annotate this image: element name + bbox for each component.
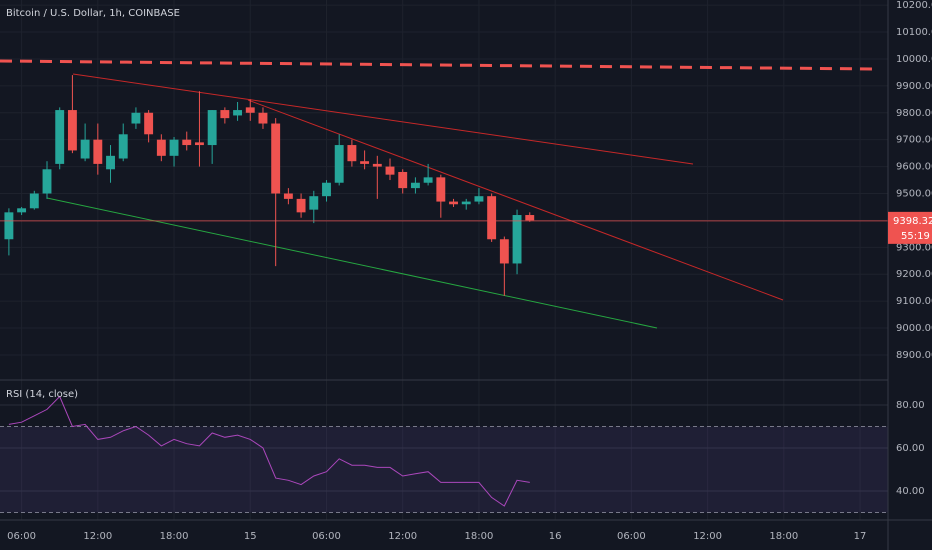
candle-body bbox=[233, 110, 243, 116]
trend-line bbox=[46, 197, 658, 329]
candle-body bbox=[67, 110, 77, 151]
candle-body bbox=[334, 145, 344, 183]
candle-body bbox=[144, 112, 154, 135]
candle-body bbox=[474, 196, 484, 202]
candle-body bbox=[118, 134, 128, 159]
y-tick-label: 9800.00 bbox=[896, 108, 932, 119]
candle-body bbox=[156, 139, 166, 156]
y-tick-label: 80.00 bbox=[896, 400, 925, 411]
rsi-line bbox=[8, 395, 530, 507]
x-tick-label: 06:00 bbox=[312, 531, 341, 542]
candle-body bbox=[271, 123, 281, 194]
candle-body bbox=[385, 166, 395, 175]
candle-body bbox=[322, 182, 331, 197]
candle-body bbox=[347, 145, 357, 162]
candle-body bbox=[131, 112, 141, 124]
candle-body bbox=[220, 110, 230, 119]
candle-body bbox=[207, 110, 217, 146]
x-tick-label: 18:00 bbox=[465, 531, 494, 542]
candle-body bbox=[258, 112, 268, 124]
y-tick-label: 9200.00 bbox=[896, 269, 932, 280]
y-tick-label: 9700.00 bbox=[896, 135, 932, 146]
y-tick-label: 60.00 bbox=[896, 443, 925, 454]
trend-line bbox=[247, 99, 784, 301]
x-tick-label: 12:00 bbox=[693, 531, 722, 542]
candle-body bbox=[42, 169, 52, 194]
countdown-label: 55:19 bbox=[901, 231, 930, 242]
y-tick-label: 10200.00 bbox=[896, 0, 932, 11]
y-tick-label: 40.00 bbox=[896, 486, 925, 497]
x-tick-label: 12:00 bbox=[388, 531, 417, 542]
candle-body bbox=[360, 161, 370, 164]
rsi-title: RSI (14, close) bbox=[6, 389, 78, 400]
y-tick-label: 10000.00 bbox=[896, 54, 932, 65]
candle-body bbox=[17, 208, 27, 213]
candle-body bbox=[182, 139, 192, 146]
y-tick-label: 9100.00 bbox=[896, 296, 932, 307]
candle-body bbox=[423, 177, 433, 183]
x-tick-label: 06:00 bbox=[617, 531, 646, 542]
candle-body bbox=[93, 139, 103, 164]
y-tick-label: 9900.00 bbox=[896, 81, 932, 92]
x-tick-label: 18:00 bbox=[769, 531, 798, 542]
y-tick-label: 10100.00 bbox=[896, 27, 932, 38]
candle-body bbox=[499, 239, 509, 264]
candle-body bbox=[169, 139, 179, 156]
candle-body bbox=[449, 201, 458, 205]
y-tick-label: 9300.00 bbox=[896, 242, 932, 253]
candle-body bbox=[106, 155, 115, 170]
candle-body bbox=[487, 196, 497, 240]
candle-body bbox=[80, 139, 90, 159]
horizontal-line bbox=[0, 59, 877, 71]
grid bbox=[0, 0, 888, 520]
candle-body bbox=[283, 193, 293, 199]
candle-body bbox=[29, 193, 39, 209]
candle-body bbox=[410, 182, 420, 189]
chart-title: Bitcoin / U.S. Dollar, 1h, COINBASE bbox=[6, 8, 180, 19]
x-tick-label: 17 bbox=[854, 531, 867, 542]
candle-body bbox=[245, 107, 255, 113]
y-tick-label: 8900.00 bbox=[896, 350, 932, 361]
y-tick-label: 9500.00 bbox=[896, 188, 932, 199]
candle-body bbox=[461, 201, 471, 205]
plot bbox=[0, 75, 888, 507]
trend-line bbox=[72, 73, 694, 165]
price-label-box bbox=[888, 211, 932, 244]
y-tick-label: 9600.00 bbox=[896, 162, 932, 173]
candle-body bbox=[55, 110, 65, 164]
x-tick-label: 18:00 bbox=[160, 531, 189, 542]
price-label: 9398.32 bbox=[893, 216, 932, 227]
candle-body bbox=[309, 196, 319, 210]
x-tick-label: 12:00 bbox=[83, 531, 112, 542]
x-tick-label: 15 bbox=[244, 531, 257, 542]
x-tick-label: 16 bbox=[549, 531, 562, 542]
candle-body bbox=[296, 198, 306, 213]
candle-body bbox=[512, 215, 522, 264]
rsi-band bbox=[0, 426, 888, 513]
y-tick-label: 9000.00 bbox=[896, 323, 932, 334]
candle-body bbox=[372, 163, 382, 167]
x-tick-label: 06:00 bbox=[7, 531, 36, 542]
candle-body bbox=[398, 171, 408, 189]
candle-body bbox=[436, 177, 446, 202]
candle-body bbox=[195, 142, 204, 146]
candle-body bbox=[525, 215, 535, 221]
candle-body bbox=[4, 212, 14, 240]
